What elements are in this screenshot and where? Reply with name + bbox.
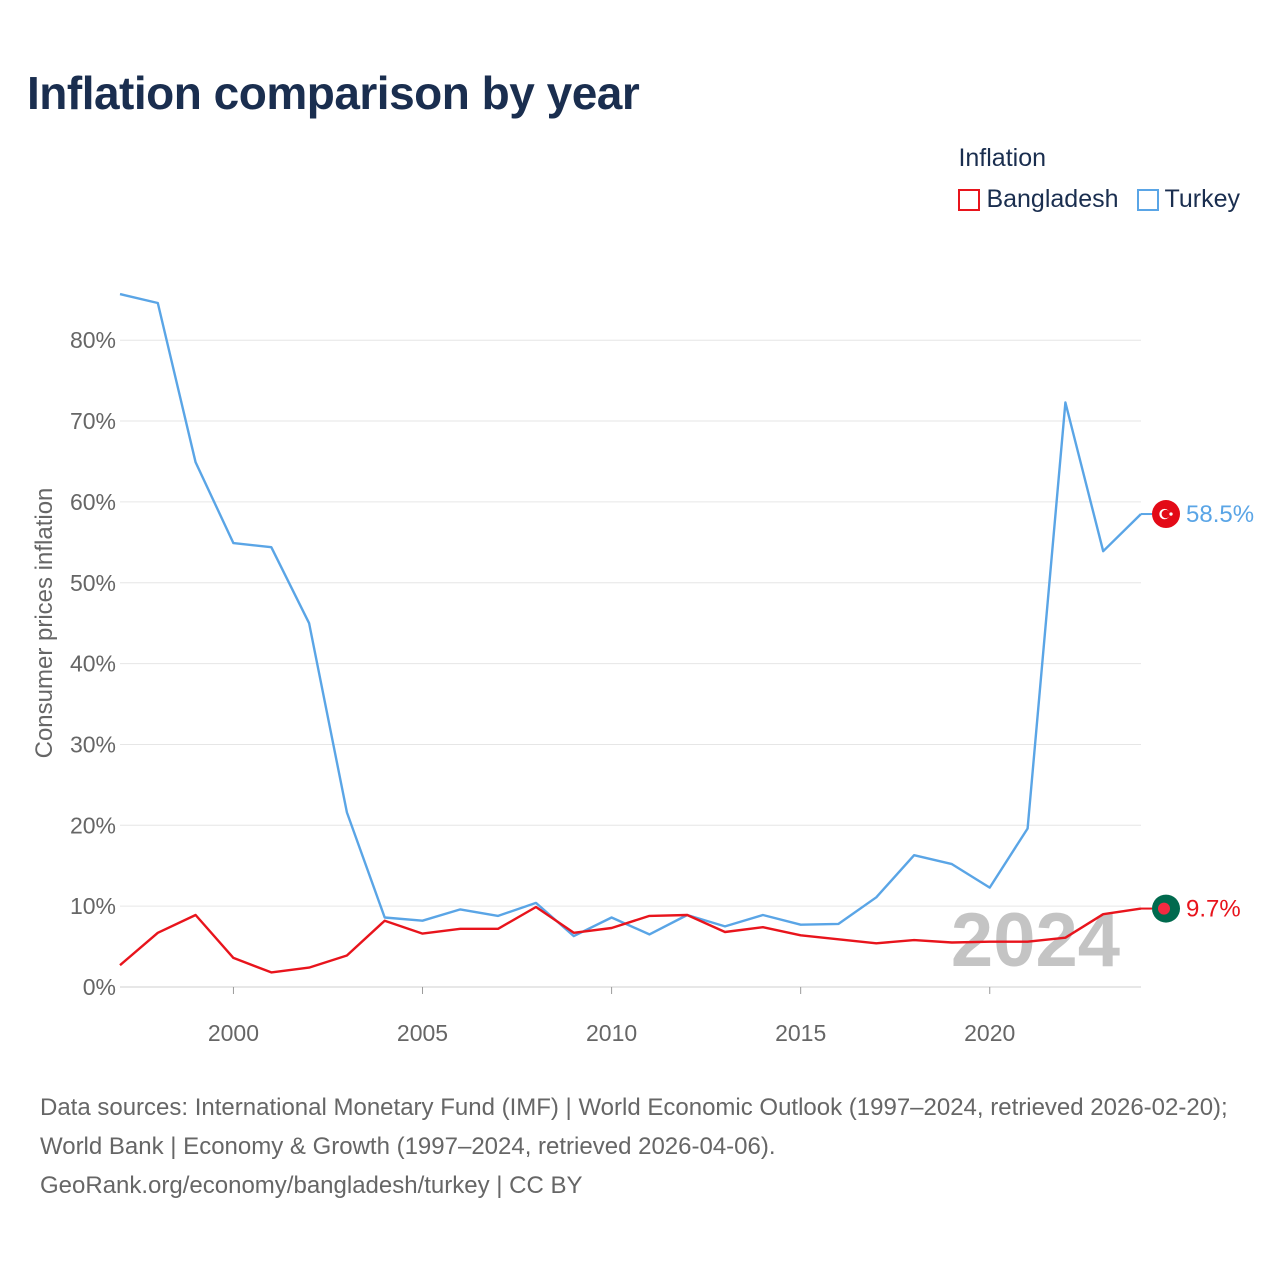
legend-item-bangladesh[interactable]: Bangladesh bbox=[958, 185, 1119, 214]
data-point-turkey-2002 bbox=[306, 620, 312, 626]
data-point-bangladesh-2018 bbox=[911, 937, 917, 943]
turkey-flag-icon bbox=[1152, 500, 1180, 529]
y-tick-label-10: 10% bbox=[70, 893, 116, 919]
x-tick-label-2020: 2020 bbox=[964, 1020, 1015, 1046]
x-tick-label-2000: 2000 bbox=[208, 1020, 259, 1046]
y-tick-label-20: 20% bbox=[70, 812, 116, 838]
data-point-bangladesh-2022 bbox=[1062, 935, 1068, 941]
legend-swatch-turkey bbox=[1136, 188, 1159, 211]
data-point-turkey-2019 bbox=[949, 861, 955, 867]
legend-title: Inflation bbox=[958, 144, 1047, 172]
data-point-bangladesh-2014 bbox=[760, 924, 766, 930]
x-tick-label-2015: 2015 bbox=[775, 1020, 826, 1046]
data-point-bangladesh-2011 bbox=[646, 913, 652, 919]
data-point-bangladesh-2020 bbox=[987, 939, 993, 945]
series-line-bangladesh bbox=[119, 905, 1142, 974]
data-point-turkey-2014 bbox=[760, 912, 766, 918]
data-point-bangladesh-2021 bbox=[1025, 939, 1031, 945]
data-point-bangladesh-2009 bbox=[571, 930, 577, 936]
data-point-bangladesh-2010 bbox=[609, 925, 615, 931]
data-point-turkey-1997 bbox=[117, 291, 123, 297]
y-tick-label-0: 0% bbox=[83, 974, 116, 1000]
data-point-turkey-2007 bbox=[495, 913, 501, 919]
data-point-bangladesh-2000 bbox=[230, 955, 236, 961]
data-point-bangladesh-2015 bbox=[798, 932, 804, 938]
data-point-turkey-1999 bbox=[193, 459, 199, 465]
data-point-turkey-2017 bbox=[873, 894, 879, 900]
footer-sources: Data sources: International Monetary Fun… bbox=[40, 1094, 1228, 1160]
data-point-bangladesh-1997 bbox=[117, 962, 123, 968]
data-point-turkey-1998 bbox=[155, 300, 161, 306]
series-line-turkey bbox=[119, 292, 1142, 938]
data-point-turkey-2011 bbox=[646, 931, 652, 937]
legend-label-bangladesh: Bangladesh bbox=[986, 185, 1119, 213]
data-point-turkey-2001 bbox=[268, 544, 274, 550]
data-point-bangladesh-2001 bbox=[268, 969, 274, 975]
data-point-turkey-2000 bbox=[230, 540, 236, 546]
data-point-turkey-2010 bbox=[609, 914, 615, 920]
data-point-bangladesh-2007 bbox=[495, 926, 501, 932]
data-point-bangladesh-2012 bbox=[684, 912, 690, 918]
data-point-turkey-2020 bbox=[987, 885, 993, 891]
data-point-bangladesh-2008 bbox=[533, 904, 539, 910]
bangladesh-flag-icon bbox=[1152, 894, 1180, 923]
data-point-bangladesh-2023 bbox=[1100, 911, 1106, 917]
data-point-bangladesh-2013 bbox=[722, 929, 728, 935]
legend-swatch-bangladesh bbox=[958, 188, 981, 211]
data-point-bangladesh-2016 bbox=[835, 936, 841, 942]
data-point-turkey-2006 bbox=[457, 906, 463, 912]
data-point-bangladesh-1998 bbox=[155, 930, 161, 936]
y-axis-title: Consumer prices inflation bbox=[31, 488, 58, 759]
data-point-bangladesh-2019 bbox=[949, 940, 955, 946]
data-point-bangladesh-2004 bbox=[382, 918, 388, 924]
line-chart: 0% 10% 20% 30% 40% 50% 60% 70% 80% 2000 2005 2010 20… bbox=[31, 291, 1254, 1046]
data-point-bangladesh-2005 bbox=[420, 931, 426, 937]
y-tick-label-40: 40% bbox=[70, 651, 116, 677]
footer-credit[interactable]: GeoRank.org/economy/bangladesh/turkey | … bbox=[40, 1172, 583, 1199]
y-tick-label-80: 80% bbox=[70, 327, 116, 353]
data-point-turkey-2023 bbox=[1100, 548, 1106, 554]
legend-item-turkey[interactable]: Turkey bbox=[1136, 185, 1240, 214]
x-tick-label-2010: 2010 bbox=[586, 1020, 637, 1046]
data-point-bangladesh-1999 bbox=[193, 912, 199, 918]
end-label-bangladesh: 9.7% bbox=[1186, 896, 1241, 923]
data-point-turkey-2018 bbox=[911, 852, 917, 858]
y-tick-label-30: 30% bbox=[70, 731, 116, 757]
data-point-turkey-2022 bbox=[1062, 399, 1068, 405]
data-point-turkey-2021 bbox=[1025, 826, 1031, 832]
data-point-bangladesh-2002 bbox=[306, 965, 312, 971]
data-point-turkey-2016 bbox=[835, 921, 841, 927]
data-point-turkey-2003 bbox=[344, 809, 350, 815]
chart-title: Inflation comparison by year bbox=[27, 67, 640, 119]
y-tick-label-70: 70% bbox=[70, 408, 116, 434]
data-point-turkey-2005 bbox=[420, 918, 426, 924]
y-tick-label-60: 60% bbox=[70, 489, 116, 515]
data-point-turkey-2015 bbox=[798, 922, 804, 928]
x-tick-label-2005: 2005 bbox=[397, 1020, 448, 1046]
data-point-bangladesh-2003 bbox=[344, 952, 350, 958]
legend-label-turkey: Turkey bbox=[1164, 185, 1240, 213]
y-tick-label-50: 50% bbox=[70, 570, 116, 596]
legend: Inflation Bangladesh Turkey bbox=[958, 144, 1240, 214]
data-point-bangladesh-2006 bbox=[457, 926, 463, 932]
data-point-turkey-2013 bbox=[722, 923, 728, 929]
end-label-turkey: 58.5% bbox=[1186, 501, 1254, 528]
data-point-bangladesh-2017 bbox=[873, 940, 879, 946]
footer: Data sources: International Monetary Fun… bbox=[40, 1088, 1250, 1205]
